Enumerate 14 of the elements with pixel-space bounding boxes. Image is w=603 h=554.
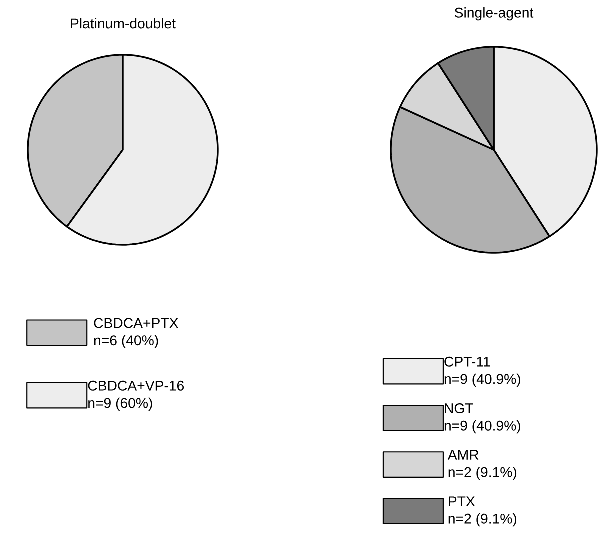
chart-title: Platinum-doublet (71, 18, 176, 29)
data-label: n=9 (60%) (88, 398, 152, 412)
data-label: n=9 (40.9%) (444, 420, 520, 434)
legend-label: CBDCA+PTX (94, 318, 178, 328)
data-label: n=9 (40.9%) (444, 374, 520, 388)
legend-label: AMR (448, 450, 479, 460)
legend-label: PTX (449, 496, 476, 506)
data-label: n=2 (9.1%) (448, 514, 517, 527)
legend-label: NGT (445, 404, 474, 414)
data-label: n=6 (40%) (94, 335, 158, 348)
data-label: n=2 (9.1%) (448, 466, 517, 480)
legend-label: CPT-11 (444, 356, 490, 367)
legend-label: CBDCA+VP-16 (88, 380, 184, 391)
chart-title: Single-agent (454, 8, 534, 21)
